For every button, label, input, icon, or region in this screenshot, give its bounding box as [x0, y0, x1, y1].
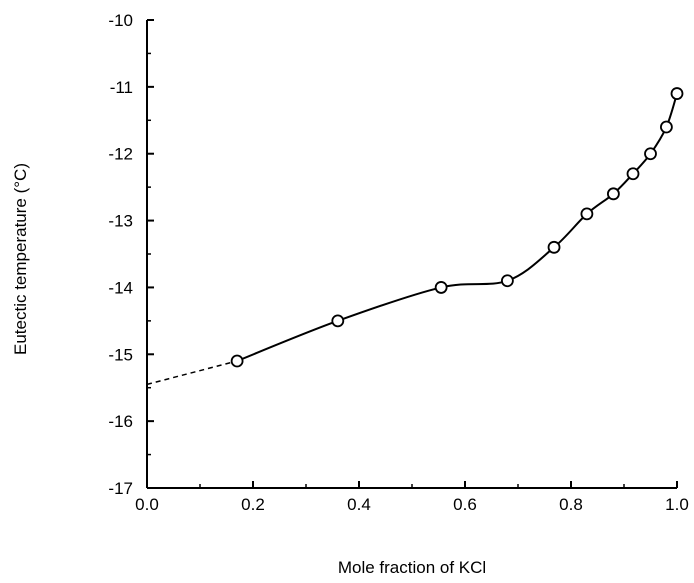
data-point-marker: [580, 207, 594, 221]
y-tick-label: -16: [108, 412, 133, 431]
y-axis-title: Eutectic temperature (°C): [11, 163, 30, 355]
y-tick-label: -11: [110, 78, 133, 97]
y-tick-label: -10: [108, 11, 133, 30]
y-tick-label: -12: [108, 145, 133, 164]
y-tick-label: -13: [108, 212, 133, 231]
data-point-marker: [331, 314, 345, 328]
data-point-marker: [626, 167, 640, 181]
y-tick-label: -17: [108, 479, 133, 498]
x-tick-label: 1.0: [665, 495, 689, 514]
x-tick-labels: 0.0 0.2 0.4 0.6 0.8 1.0: [135, 495, 689, 514]
x-tick-label: 0.2: [241, 495, 265, 514]
data-point-marker: [547, 240, 561, 254]
data-point-marker: [607, 187, 620, 201]
x-axis-title: Mole fraction of KCl: [338, 558, 486, 577]
data-point-marker: [500, 274, 514, 288]
series-line: [236, 93, 678, 362]
x-tick-label: 0.0: [135, 495, 159, 514]
x-tick-label: 0.6: [453, 495, 477, 514]
data-points: [230, 87, 684, 368]
ticks: [146, 19, 678, 489]
x-tick-label: 0.8: [559, 495, 583, 514]
curve-layer: [146, 93, 678, 386]
extrapolation-dashed-line: [146, 360, 238, 386]
data-point-marker: [434, 281, 448, 294]
y-tick-label: -15: [108, 345, 133, 364]
data-point-marker: [670, 87, 684, 100]
data-point-marker: [644, 147, 657, 161]
y-tick-label: -14: [108, 278, 133, 297]
y-tick-labels: -10 -11 -12 -13 -14 -15 -16 -17: [108, 11, 133, 498]
data-point-marker: [660, 120, 673, 134]
data-point-marker: [230, 354, 244, 368]
axes: [146, 20, 677, 489]
x-tick-label: 0.4: [347, 495, 371, 514]
